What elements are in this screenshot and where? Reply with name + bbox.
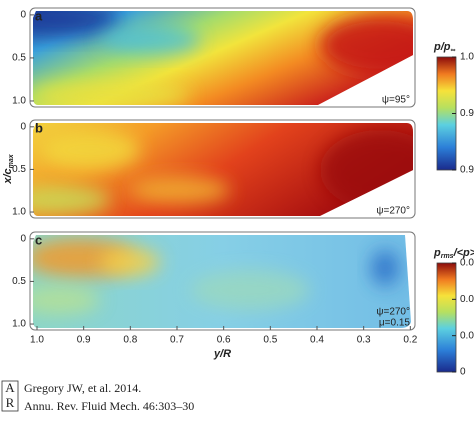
field-blob — [320, 130, 413, 210]
field-blob — [33, 286, 100, 314]
label-part: x/c — [2, 168, 14, 184]
annotation: ψ=270° — [376, 206, 410, 217]
y-tick-label: 1.0 — [12, 96, 26, 107]
colorbar-label: p/p∞ — [433, 41, 456, 54]
colorbar — [436, 262, 457, 373]
annotation: μ=0.15 — [379, 318, 411, 329]
panel-label: c — [35, 232, 42, 247]
heat-field — [33, 11, 413, 105]
y-tick-label: 0 — [20, 10, 26, 21]
panel: c ψ=270°μ=0.15 0 0.5 1.0 1.0 0.9 0.8 0.7 0.6 0.5 0.… — [12, 231, 474, 378]
y-tick-label: 0.5 — [12, 276, 26, 287]
label-part: max — [8, 153, 15, 168]
field-blob — [33, 186, 110, 214]
panel-label: b — [35, 120, 43, 135]
citation-line: Gregory JW, et al. 2014. — [24, 381, 141, 395]
panel: b ψ=270° 0 0.5 1.0 x/cmax — [2, 119, 416, 219]
field-blob — [100, 248, 160, 276]
y-tick-label: 0 — [20, 233, 26, 244]
field-blob — [130, 176, 230, 204]
y-tick-label: 1.0 — [12, 319, 26, 330]
x-tick-label: 0.5 — [263, 335, 277, 346]
colorbar-tick-label: 1.00 — [460, 52, 474, 63]
heat-field — [33, 123, 413, 216]
colorbar-tick-label: 0 — [460, 367, 466, 378]
annotation: ψ=270° — [376, 307, 410, 318]
x-tick-label: 0.9 — [77, 335, 91, 346]
logo-letter: A — [5, 380, 15, 395]
label-part: /<p> — [453, 247, 474, 259]
field-blob — [40, 130, 140, 170]
x-tick-label: 0.8 — [123, 335, 137, 346]
annotation: ψ=95° — [382, 95, 410, 106]
label-part: p/p — [433, 41, 451, 53]
label-part: p — [433, 247, 441, 259]
x-axis-label: y/R — [213, 348, 231, 360]
x-tick-label: 0.4 — [310, 335, 324, 346]
colorbar-tick-label: 0.90 — [460, 165, 474, 176]
label-part: rms — [441, 253, 454, 260]
y-tick-label: 1.0 — [12, 207, 26, 218]
field-blob — [371, 250, 399, 286]
field-blob — [190, 270, 310, 310]
x-tick-label: 0.2 — [403, 335, 417, 346]
panel: a ψ=95° 0 0.5 1.0 p/p∞ 1.00 0.95 0.90 — [12, 7, 474, 176]
colorbar-label: prms/<p> — [433, 247, 474, 260]
heat-field — [33, 235, 411, 328]
logo-letter: R — [6, 395, 15, 410]
x-tick-label: 0.3 — [357, 335, 371, 346]
y-tick-label: 0.5 — [12, 53, 26, 64]
logo: AR — [1, 380, 19, 412]
field-blob — [320, 15, 413, 75]
x-tick-label: 0.6 — [217, 335, 231, 346]
citation-line: Annu. Rev. Fluid Mech. 46:303–30 — [24, 399, 194, 413]
field-blob — [33, 11, 120, 36]
y-tick-label: 0.5 — [12, 164, 26, 175]
x-tick-label: 0.7 — [170, 335, 184, 346]
colorbar-tick-label: 0.002 — [460, 330, 474, 341]
panel-label: a — [35, 8, 43, 23]
colorbar-tick-label: 0.006 — [460, 258, 474, 269]
x-tick-label: 1.0 — [30, 335, 44, 346]
field-blob — [33, 81, 190, 105]
label-part: ∞ — [451, 47, 456, 54]
y-axis-label: x/cmax — [2, 153, 15, 184]
y-tick-label: 0 — [20, 121, 26, 132]
field-blob — [100, 26, 200, 54]
colorbar-tick-label: 0.95 — [460, 108, 474, 119]
colorbar-tick-label: 0.004 — [460, 294, 474, 305]
logo-box — [1, 380, 19, 412]
